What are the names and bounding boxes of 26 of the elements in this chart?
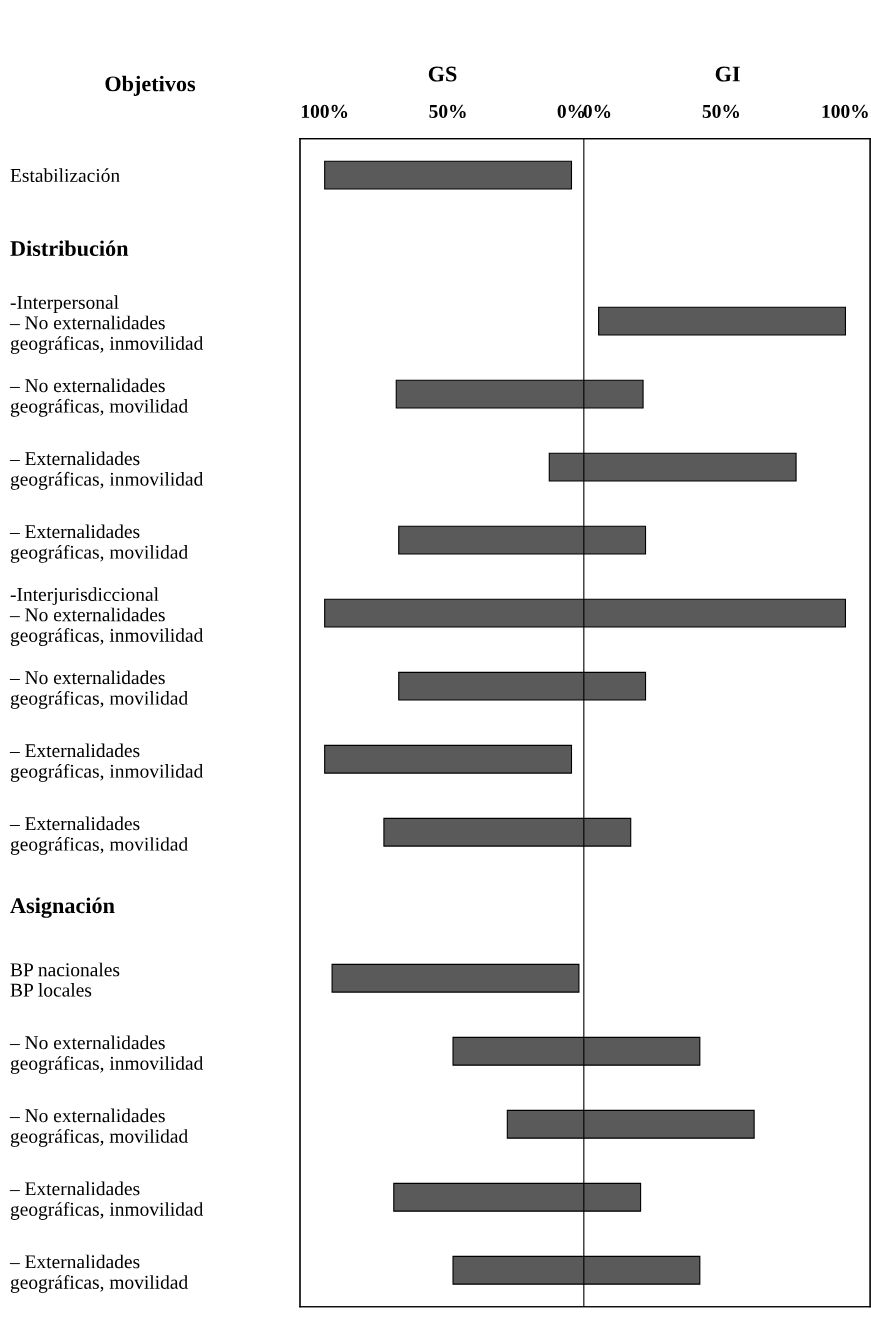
x-tick-label: 100% — [301, 104, 348, 119]
y-axis-title: Objetivos — [105, 75, 196, 96]
y-tick-label: – Externalidades geográficas, movilidad — [9, 816, 188, 855]
y-tick-label: – No externalidades geográficas, movilidad — [9, 670, 188, 709]
y-tick-label: – Externalidades geográficas, inmovilidad — [9, 1181, 204, 1220]
y-tick-label: – No externalidades geográficas, movilidad — [9, 378, 188, 417]
y-tick-label: BP nacionales BP locales — [10, 962, 120, 997]
y-tick-label: Asignación — [10, 897, 115, 918]
y-tick-label: – No externalidades geográficas, movilidad — [9, 1108, 188, 1147]
bar — [324, 744, 573, 774]
y-tick-label: Estabilización — [10, 168, 120, 183]
text: GS — [428, 66, 457, 82]
x-tick-label: 0% — [557, 104, 585, 119]
y-tick-label: – Externalidades geográficas, inmovilidad — [9, 451, 204, 490]
y-tick-label: – Externalidades geográficas, movilidad — [9, 1254, 188, 1293]
bar — [331, 963, 580, 993]
y-tick-label: – Externalidades geográficas, inmovilidad — [9, 743, 204, 782]
bar — [598, 306, 847, 336]
x-tick-label: 50% — [429, 104, 466, 119]
text: GI — [715, 66, 740, 82]
bar — [324, 160, 573, 190]
y-tick-label: – No externalidades geográficas, inmovilidad — [9, 1035, 204, 1074]
y-tick-label: – Externalidades geográficas, movilidad — [9, 524, 188, 563]
y-tick-label: Distribución — [10, 240, 129, 257]
y-tick-label: -Interjurisdiccional – No externalidades geográficas, inmovilidad — [9, 587, 204, 646]
y-tick-label: -Interpersonal – No externalidades geográficas, inmovilidad — [9, 295, 204, 354]
